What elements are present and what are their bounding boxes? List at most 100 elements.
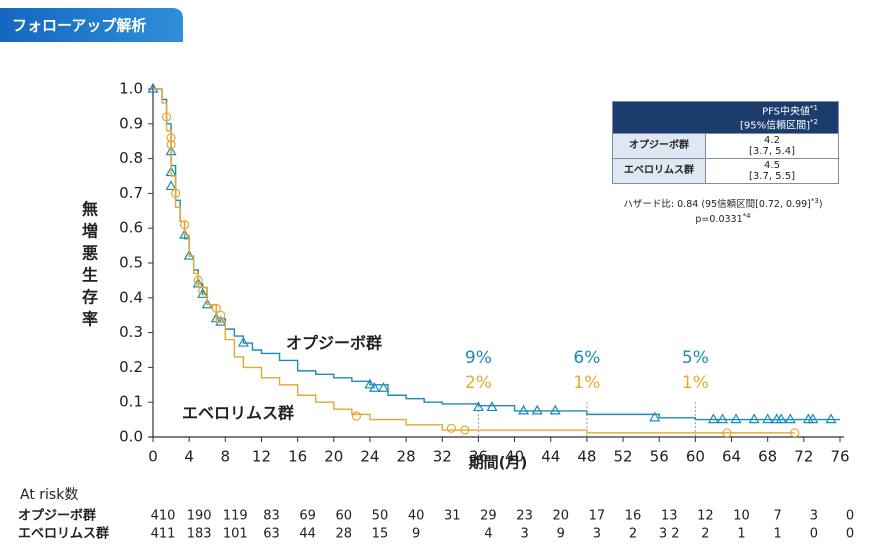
at-risk-count: 20	[552, 509, 569, 524]
censor-mark	[549, 404, 561, 415]
group: オプジーボ群	[612, 132, 706, 159]
y-tick-label: 0.1	[119, 393, 143, 411]
censor-mark	[771, 413, 783, 424]
at-risk-count: 23	[516, 509, 533, 524]
at-risk-count: 63	[263, 527, 280, 542]
y-tick-label: 1.0	[119, 80, 143, 98]
censor-mark	[179, 228, 191, 239]
survival-curve	[153, 88, 795, 434]
censor-mark	[165, 180, 177, 191]
censor-mark	[161, 112, 172, 122]
x-tick-label: 72	[794, 448, 813, 466]
x-tick-label: 60	[686, 448, 705, 466]
censor-mark	[364, 378, 376, 389]
censor-mark	[201, 298, 213, 309]
at-risk-group: エベロリムス群	[18, 526, 109, 542]
censor-mark	[368, 382, 380, 392]
censor-mark	[722, 428, 732, 438]
header-badge	[0, 8, 183, 42]
y-axis-label: 生	[82, 266, 98, 285]
at-risk-count: 183	[187, 527, 212, 542]
series-label: オプジーボ群	[286, 334, 382, 353]
milestone-label: 6%	[573, 348, 600, 368]
at-risk-count: 2	[629, 527, 637, 542]
y-tick-label: 0.7	[119, 184, 143, 202]
censor-mark	[784, 413, 796, 424]
censor-mark	[460, 425, 470, 435]
at-risk-count: 3	[520, 527, 528, 542]
hazard-note: ハザード比: 0.84 (95信頼区間[0.72, 0.99]*3)	[588, 196, 858, 210]
x-tick-label: 44	[541, 448, 560, 466]
censor-mark	[802, 413, 814, 424]
footnote: *2	[810, 118, 818, 127]
ci: [3.7, 5.4]	[749, 145, 795, 157]
milestone-label: 9%	[465, 348, 492, 368]
y-tick-label: 0.5	[119, 254, 143, 272]
censor-mark	[180, 220, 190, 230]
milestone-label: 1%	[682, 373, 709, 393]
footnote: *4	[742, 212, 751, 220]
at-risk-count: 101	[223, 527, 248, 542]
y-axis-label: 存	[82, 288, 98, 307]
at-risk-count: 3	[593, 527, 601, 542]
at-risk-count: 1	[737, 527, 745, 542]
censor-mark	[351, 411, 361, 421]
hazard: )	[818, 199, 823, 210]
at-risk-count: 29	[480, 509, 497, 524]
censor-mark	[215, 315, 227, 326]
censor-mark	[166, 140, 176, 150]
at-risk-count: 28	[336, 527, 353, 542]
at-risk-count: 69	[299, 509, 316, 524]
y-axis-label: 率	[82, 310, 98, 329]
censor-mark	[790, 428, 800, 438]
x-axis-label: 期間(月)	[469, 454, 528, 472]
series-label: エベロリムス群	[182, 404, 294, 423]
milestone-label: 5%	[682, 348, 709, 368]
at-risk-count: 7	[774, 509, 782, 524]
censor-mark	[807, 413, 819, 424]
y-tick-label: 0.3	[119, 323, 143, 341]
censor-mark	[748, 413, 760, 424]
hazard: ハザード比: 0.84 (95信頼区間[0.72, 0.99]	[623, 199, 811, 210]
at-risk-count: 9	[557, 527, 565, 542]
at-risk-count: 40	[408, 509, 425, 524]
pfs-header-text: PFS中央値	[762, 106, 811, 118]
censor-mark	[216, 310, 226, 320]
at-risk-count: 9	[412, 527, 420, 542]
at-risk-count: 411	[151, 527, 176, 542]
censor-mark	[198, 286, 208, 296]
x-tick-label: 24	[360, 448, 379, 466]
at-risk-count: 0	[810, 527, 818, 542]
x-tick-label: 56	[650, 448, 669, 466]
y-tick-label: 0.4	[119, 288, 143, 306]
median: 4.5	[764, 159, 780, 171]
y-tick-label: 0.8	[119, 149, 143, 167]
pfs-header: PFS中央値*1 [95%信頼区間]*2	[612, 101, 839, 134]
y-tick-label: 0.0	[119, 428, 143, 446]
at-risk-count: 13	[661, 509, 678, 524]
censor-mark	[825, 413, 837, 424]
at-risk-count: 1	[774, 527, 782, 542]
at-risk-count: 0	[846, 527, 854, 542]
at-risk-count: 4	[484, 527, 492, 542]
x-tick-label: 36	[469, 448, 488, 466]
at-risk-count: 0	[846, 509, 854, 524]
censor-mark	[649, 411, 661, 422]
at-risk-count: 119	[223, 509, 248, 524]
at-risk-count: 44	[299, 527, 316, 542]
censor-mark	[170, 188, 181, 198]
censor-mark	[518, 404, 530, 415]
at-risk-count: 410	[151, 509, 176, 524]
censor-mark	[775, 413, 787, 424]
x-tick-label: 0	[148, 448, 158, 466]
y-tick-label: 0.2	[119, 358, 143, 376]
y-axis-label: 無	[82, 200, 98, 219]
censor-mark	[486, 401, 498, 412]
at-risk-count: 10	[733, 509, 750, 524]
at-risk-count: 15	[372, 527, 389, 542]
pfs-header-text: [95%信頼区間]	[740, 120, 811, 132]
at-risk-count: 12	[697, 509, 714, 524]
censor-mark	[531, 404, 543, 415]
